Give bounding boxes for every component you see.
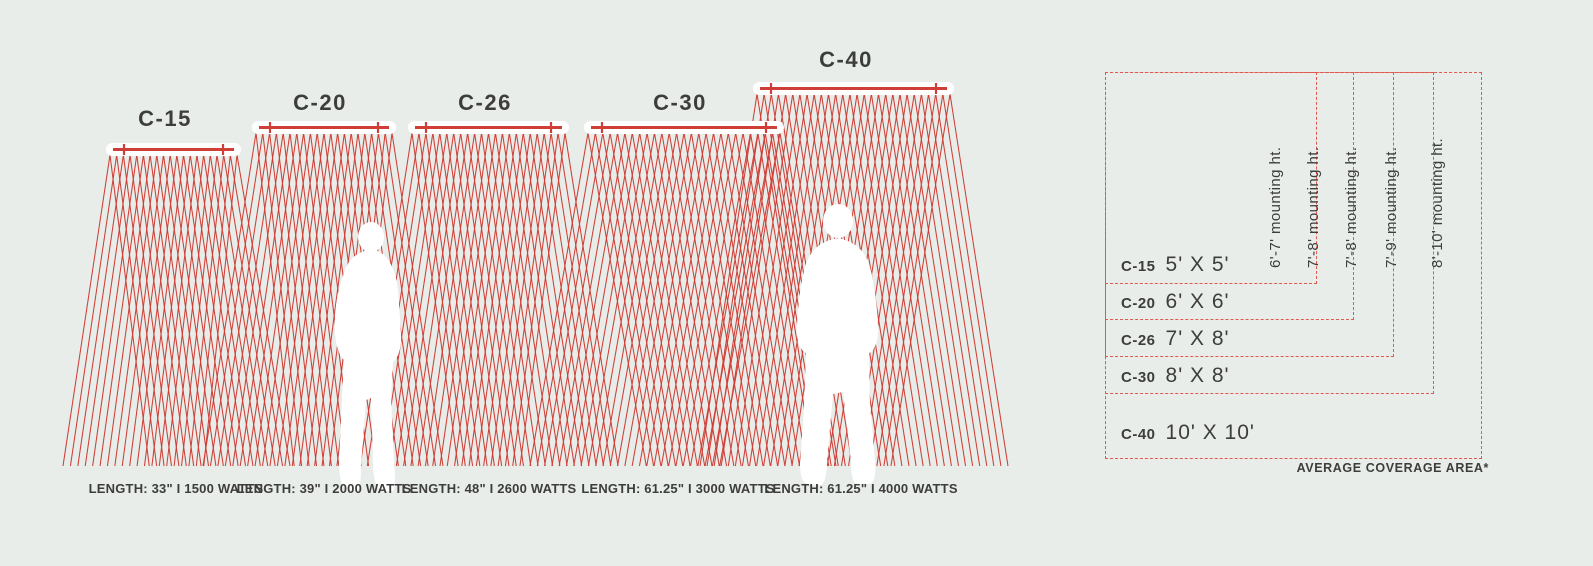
person-silhouette-large	[796, 204, 879, 485]
coverage-row-size: 10' X 10'	[1165, 421, 1255, 444]
coverage-row-c30: C-30 8' X 8'	[1121, 364, 1230, 388]
person-head	[358, 222, 384, 252]
length-watts-label-c-40: LENGTH: 61.25" I 4000 WATTS	[764, 481, 958, 496]
coverage-row-model: C-15	[1121, 258, 1156, 275]
model-label-c-20: C-20	[293, 90, 347, 115]
heater-unit-c-15	[106, 143, 241, 156]
coverage-row-size: 8' X 8'	[1165, 364, 1230, 387]
mount-height-label-c26: 7'-8' mounting ht.	[1343, 146, 1360, 268]
length-watts-label-c-26: LENGTH: 48" I 2600 WATTS	[401, 481, 577, 496]
people-silhouettes	[334, 204, 879, 491]
coverage-row-model: C-40	[1121, 426, 1156, 443]
coverage-row-model: C-26	[1121, 332, 1156, 349]
length-watts-label-c-20: LENGTH: 39" I 2000 WATTS	[236, 481, 412, 496]
heater-unit-c-26	[408, 121, 569, 134]
length-watts-label-c-30: LENGTH: 61.25" I 3000 WATTS	[581, 481, 775, 496]
mount-height-label-c20: 7'-8' mounting ht.	[1305, 146, 1322, 268]
heat-spread-c-15	[62, 154, 291, 467]
mount-height-label-c15: 6'-7' mounting ht.	[1267, 146, 1284, 268]
coverage-area-panel: 6'-7' mounting ht. 7'-8' mounting ht. 7'…	[1105, 72, 1482, 459]
heater-unit-c-40	[753, 82, 954, 95]
coverage-row-c40: C-40 10' X 10'	[1121, 421, 1255, 445]
heater-unit-c-30	[584, 121, 784, 134]
person-head	[823, 204, 853, 238]
model-label-c-26: C-26	[458, 90, 512, 115]
coverage-row-c15: C-15 5' X 5'	[1121, 253, 1230, 277]
coverage-row-c26: C-26 7' X 8'	[1121, 327, 1230, 351]
model-label-c-40: C-40	[819, 47, 873, 72]
person-body	[334, 249, 402, 491]
coverage-row-model: C-30	[1121, 369, 1156, 386]
person-body	[796, 238, 879, 485]
mount-height-label-c30: 7'-9' mounting ht.	[1383, 146, 1400, 268]
person-silhouette-small	[334, 222, 402, 491]
coverage-row-c20: C-20 6' X 6'	[1121, 290, 1230, 314]
coverage-footnote: AVERAGE COVERAGE AREA*	[1296, 461, 1489, 475]
length-watts-label-c-15: LENGTH: 33" I 1500 WATTS	[88, 481, 264, 496]
heater-unit-c-20	[252, 121, 396, 134]
heat-spread-c-26	[359, 132, 619, 467]
model-label-c-30: C-30	[653, 90, 707, 115]
coverage-rect-c15	[1105, 72, 1317, 284]
coverage-row-size: 5' X 5'	[1165, 253, 1230, 276]
coverage-row-model: C-20	[1121, 295, 1156, 312]
model-label-c-15: C-15	[138, 106, 192, 131]
coverage-row-size: 6' X 6'	[1165, 290, 1230, 313]
coverage-row-size: 7' X 8'	[1165, 327, 1230, 350]
mount-height-label-c40: 8'-10' mounting ht.	[1429, 137, 1446, 268]
